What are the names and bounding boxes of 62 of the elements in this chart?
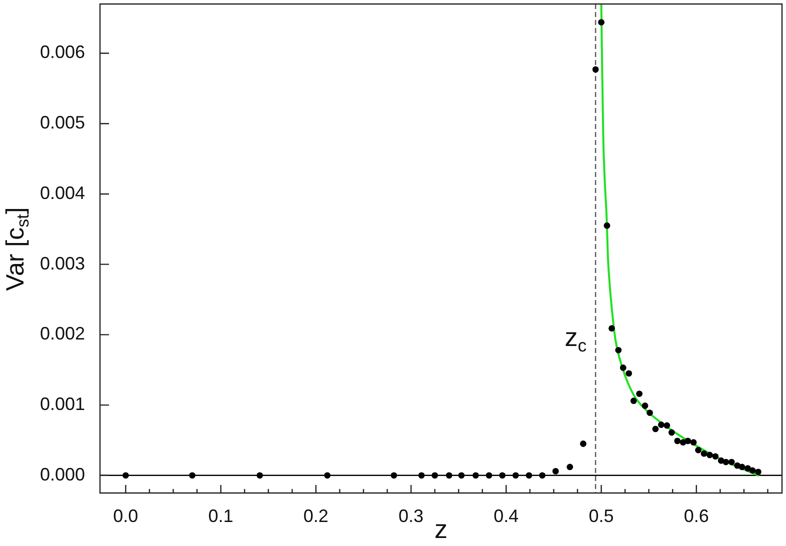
point [695,446,702,454]
point [458,472,465,479]
point [749,467,756,474]
point [738,464,746,470]
x-tick-label: 0.2 [303,506,328,526]
point [722,458,730,466]
point [499,472,506,479]
point [706,452,713,458]
point [712,453,719,460]
point [592,66,599,73]
point [684,438,692,444]
point [512,472,519,479]
y-tick-label: 0.004 [40,182,85,203]
y-tick-label: 0.001 [40,394,85,414]
x-axis-title: z [434,514,448,544]
point [189,472,196,479]
point [580,440,586,447]
point [668,429,675,436]
x-tick-label: 0.0 [113,506,138,526]
point [539,472,546,479]
x-tick-label: 0.4 [494,506,519,526]
point [755,468,762,476]
point [690,439,697,446]
point [728,458,735,466]
ref-line-label: z$_{c}$ [564,322,587,355]
x-tick-label: 0.3 [398,506,424,526]
point [620,364,626,371]
point [700,450,708,457]
y-tick-label: 0.006 [40,42,85,62]
y-tick-label: 0.000 [40,464,85,484]
y-tick-label: 0.005 [40,112,85,133]
point [390,472,398,479]
point [122,472,129,479]
point [615,346,622,354]
point [674,438,681,444]
y-tick-label: 0.002 [40,324,85,344]
point [664,422,670,429]
point [446,472,452,479]
x-tick-label: 0.6 [684,506,709,526]
point [324,472,331,479]
point [566,464,574,470]
y-tick-label: 0.003 [40,253,85,274]
point [256,472,263,479]
point [418,472,425,479]
x-tick-label: 0.1 [208,506,234,526]
point [604,222,610,229]
point [626,370,632,377]
point [642,402,648,409]
x-tick-label: 0.5 [588,506,614,526]
point [552,468,559,474]
point [652,426,659,432]
point [630,398,637,404]
point [658,422,664,428]
point [486,472,492,479]
point [646,410,653,416]
point [636,390,643,397]
point [608,325,615,332]
point [526,472,532,479]
point [472,472,479,479]
point [432,472,438,479]
point [744,465,751,472]
point [598,19,604,26]
